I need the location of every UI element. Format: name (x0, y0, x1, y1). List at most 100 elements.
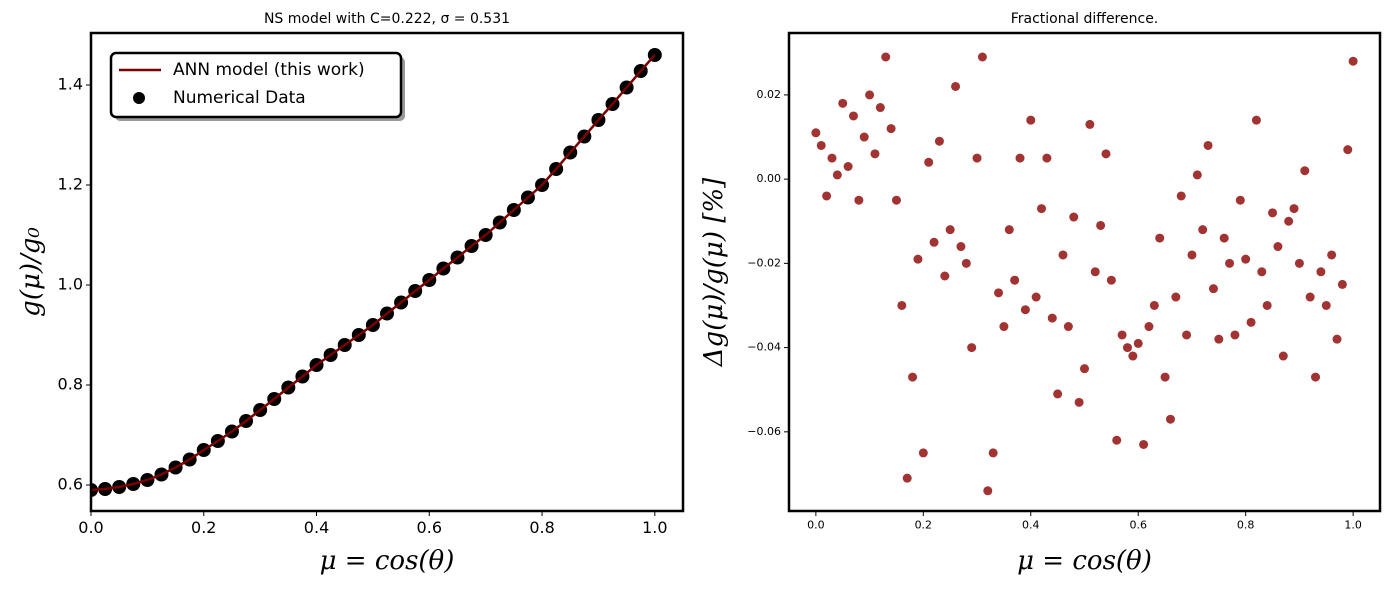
data-point (1058, 250, 1068, 260)
data-point (897, 300, 907, 310)
data-point (1063, 322, 1073, 332)
y-tick-label: 0.8 (58, 375, 83, 394)
y-tick-label: 0.00 (757, 172, 782, 185)
data-point (1133, 338, 1143, 348)
y-tick-label: 1.0 (58, 275, 83, 294)
data-point (1128, 351, 1138, 361)
axes-frame (787, 31, 1382, 513)
data-point (1332, 334, 1342, 344)
data-point (1042, 153, 1052, 163)
x-tick-label: 0.0 (78, 518, 103, 537)
data-point (1069, 212, 1079, 222)
data-point (843, 162, 853, 172)
data-point (1311, 372, 1321, 382)
data-point (929, 237, 939, 247)
data-point (1090, 267, 1100, 277)
x-tick-label: 0.6 (1129, 519, 1147, 532)
data-point (1037, 204, 1047, 214)
data-point (811, 128, 821, 138)
axes-frame (89, 31, 685, 513)
data-point (902, 473, 912, 483)
data-point (1117, 330, 1127, 340)
data-point (1031, 292, 1041, 302)
data-point (1337, 279, 1347, 289)
data-point (1149, 300, 1159, 310)
x-axis-label: μ = cos(θ) (1017, 546, 1152, 576)
data-point (1289, 204, 1299, 214)
data-point (1316, 267, 1326, 277)
data-point (1273, 242, 1283, 252)
data-point (1268, 208, 1278, 218)
data-point (1112, 435, 1122, 445)
y-tick-label: 1.2 (58, 175, 83, 194)
legend-label: ANN model (this work) (173, 60, 365, 80)
data-point (1101, 149, 1111, 159)
data-point (1182, 330, 1192, 340)
data-point (1225, 258, 1235, 268)
data-point (1348, 56, 1358, 66)
x-tick-label: 1.0 (642, 518, 667, 537)
data-point (994, 288, 1004, 298)
plot-area (91, 48, 662, 497)
data-point (1020, 305, 1030, 315)
data-point (1015, 153, 1025, 163)
y-tick-label: 0.02 (757, 88, 782, 101)
data-point (945, 225, 955, 235)
y-axis-label: Δg(μ)/g(μ) [%] (699, 177, 729, 367)
data-point (886, 124, 896, 134)
data-point (832, 170, 842, 180)
data-point (827, 153, 837, 163)
chart-title: Fractional difference. (1011, 11, 1159, 27)
data-point (838, 98, 848, 108)
legend-label: Numerical Data (173, 88, 306, 108)
data-point (1327, 250, 1337, 260)
data-point (1219, 233, 1229, 243)
data-point (1262, 300, 1272, 310)
data-point (848, 111, 858, 121)
y-tick-label: −0.06 (747, 425, 781, 438)
data-point (961, 258, 971, 268)
data-point (854, 195, 864, 205)
data-point (891, 195, 901, 205)
x-tick-label: 0.8 (529, 518, 554, 537)
data-point (865, 90, 875, 100)
data-point (1096, 220, 1106, 230)
data-point (1198, 225, 1208, 235)
data-point (1080, 364, 1089, 374)
data-point (1241, 254, 1251, 264)
data-point (956, 242, 966, 252)
data-point (1257, 267, 1267, 277)
x-tick-label: 0.0 (807, 519, 825, 532)
data-point (1122, 343, 1132, 353)
data-point (1144, 322, 1154, 332)
data-point (1171, 292, 1181, 302)
data-point (1251, 115, 1261, 125)
data-point (1246, 317, 1256, 327)
y-axis-label: g(μ)/g₀ (16, 227, 46, 317)
data-point (1004, 225, 1014, 235)
model-line (91, 54, 656, 492)
data-point (1294, 258, 1304, 268)
data-point (934, 136, 944, 146)
data-point (1300, 166, 1310, 176)
data-point (1192, 170, 1202, 180)
data-point (1074, 397, 1084, 407)
legend (109, 51, 403, 119)
data-point (1047, 313, 1057, 323)
data-point (924, 157, 934, 167)
data-point (1208, 284, 1218, 294)
y-tick-label: 0.6 (58, 475, 83, 494)
data-point (999, 322, 1009, 332)
plot-area (811, 52, 1358, 496)
data-point (816, 140, 826, 150)
data-point (870, 149, 880, 159)
data-point (1187, 250, 1197, 260)
y-tick-label: −0.02 (747, 256, 781, 269)
data-point (1139, 439, 1149, 449)
data-point (1053, 389, 1063, 399)
data-point (1203, 140, 1213, 150)
x-tick-label: 0.4 (304, 518, 329, 537)
x-tick-label: 0.4 (1022, 519, 1040, 532)
data-point (1176, 191, 1186, 201)
